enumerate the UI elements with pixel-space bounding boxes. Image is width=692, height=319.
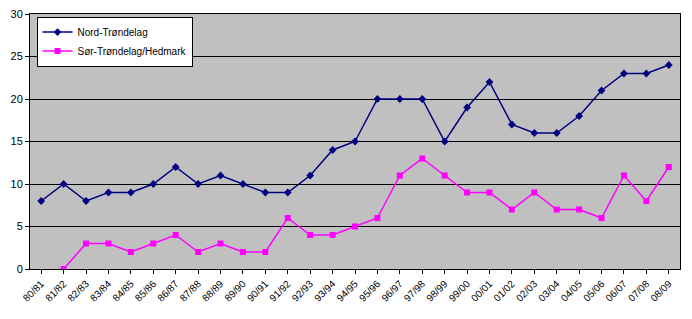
svg-text:85/86: 85/86 <box>133 278 159 304</box>
svg-text:84/85: 84/85 <box>110 278 136 304</box>
svg-text:04/05: 04/05 <box>559 278 585 304</box>
svg-text:25: 25 <box>11 50 23 62</box>
svg-text:03/04: 03/04 <box>536 278 562 304</box>
svg-text:30: 30 <box>11 8 23 20</box>
svg-text:98/99: 98/99 <box>424 278 450 304</box>
svg-text:89/90: 89/90 <box>222 278 248 304</box>
svg-text:83/84: 83/84 <box>88 278 114 304</box>
svg-text:0: 0 <box>17 263 23 275</box>
svg-text:88/89: 88/89 <box>200 278 226 304</box>
svg-text:82/83: 82/83 <box>66 278 92 304</box>
svg-text:15: 15 <box>11 135 23 147</box>
svg-text:80/81: 80/81 <box>21 278 47 304</box>
svg-text:95/96: 95/96 <box>357 278 383 304</box>
svg-text:81/82: 81/82 <box>43 278 69 304</box>
svg-text:01/02: 01/02 <box>491 278 517 304</box>
svg-text:08/09: 08/09 <box>648 278 674 304</box>
svg-text:05/06: 05/06 <box>581 278 607 304</box>
svg-text:07/08: 07/08 <box>626 278 652 304</box>
svg-text:02/03: 02/03 <box>514 278 540 304</box>
svg-text:91/92: 91/92 <box>267 278 293 304</box>
svg-text:Nord-Trøndelag: Nord-Trøndelag <box>78 27 148 38</box>
svg-text:90/91: 90/91 <box>245 278 271 304</box>
svg-text:06/07: 06/07 <box>603 278 629 304</box>
svg-text:5: 5 <box>17 220 23 232</box>
svg-text:87/88: 87/88 <box>178 278 204 304</box>
svg-text:92/93: 92/93 <box>290 278 316 304</box>
svg-text:00/01: 00/01 <box>469 278 495 304</box>
svg-text:99/00: 99/00 <box>447 278 473 304</box>
svg-text:20: 20 <box>11 93 23 105</box>
svg-text:94/95: 94/95 <box>334 278 360 304</box>
svg-text:96/97: 96/97 <box>379 278 405 304</box>
svg-text:93/94: 93/94 <box>312 278 338 304</box>
svg-text:97/98: 97/98 <box>402 278 428 304</box>
svg-text:10: 10 <box>11 178 23 190</box>
svg-text:86/87: 86/87 <box>155 278 181 304</box>
svg-text:Sør-Trøndelag/Hedmark: Sør-Trøndelag/Hedmark <box>78 46 187 57</box>
